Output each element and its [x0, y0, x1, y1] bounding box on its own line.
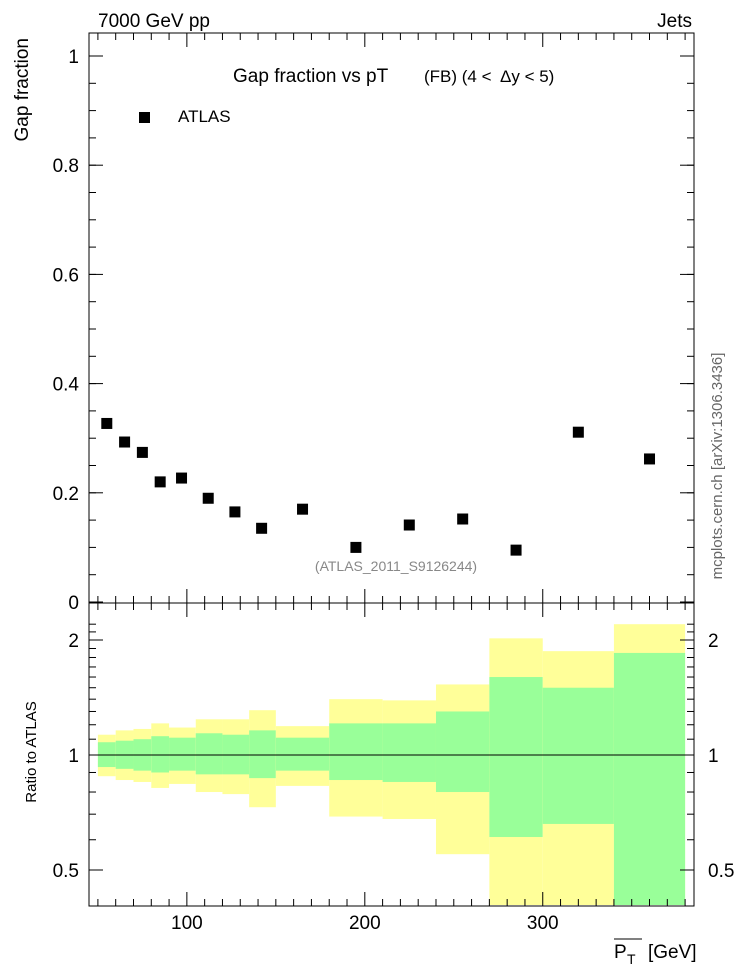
ratio-band-inner	[249, 730, 276, 779]
ratio-y-tick-label: 1	[68, 746, 79, 767]
header-left-label: 7000 GeV pp	[98, 11, 210, 32]
x-axis-label-subscript: T	[627, 951, 636, 967]
analysis-id: (ATLAS_2011_S9126244)	[315, 558, 477, 574]
chart-title-delta: Δy < 5)	[500, 67, 554, 86]
ratio-band-inner	[542, 687, 614, 824]
x-tick-label: 300	[527, 913, 559, 934]
ratio-y-tick-label: 0.5	[53, 861, 79, 882]
main-y-tick-label: 0.8	[53, 156, 79, 177]
ratio-band-inner	[382, 723, 436, 782]
main-y-axis-label: Gap fraction	[12, 38, 33, 142]
main-axis-ticks: 0 0.2 0.4 0.6 0.8 1	[53, 33, 694, 614]
ratio-y-tick-label-right: 0.5	[708, 861, 734, 882]
ratio-band-inner	[169, 737, 196, 771]
side-label: mcplots.cern.ch [arXiv:1306.3436]	[709, 353, 726, 580]
ratio-band-inner	[195, 733, 223, 775]
data-point	[154, 476, 166, 488]
data-point	[644, 453, 656, 465]
x-tick-label: 200	[349, 913, 381, 934]
x-axis-label-unit: [GeV]	[648, 942, 697, 963]
data-point	[119, 436, 131, 448]
data-point	[403, 519, 415, 531]
legend-marker-atlas	[139, 112, 150, 123]
main-y-tick-label: 0	[68, 593, 79, 614]
data-point	[176, 472, 188, 484]
ratio-bands	[97, 624, 686, 905]
legend-label-atlas: ATLAS	[178, 107, 231, 126]
main-y-tick-label: 0.2	[53, 484, 79, 505]
ratio-axis-ticks: 0.5 0.5 1 1 2 2 100 200 300	[53, 603, 734, 934]
header-right-label: Jets	[657, 11, 692, 32]
chart-title-main: Gap fraction vs pT	[233, 66, 389, 87]
data-points	[101, 417, 656, 556]
ratio-band-inner	[151, 736, 170, 773]
main-y-tick-label: 0.6	[53, 265, 79, 286]
ratio-y-tick-label-right: 1	[708, 746, 719, 767]
main-panel: 0 0.2 0.4 0.6 0.8 1	[53, 32, 695, 614]
x-tick-label: 100	[171, 913, 203, 934]
data-point	[229, 506, 241, 518]
ratio-y-axis-label: Ratio to ATLAS	[23, 701, 40, 802]
ratio-band-inner	[613, 652, 686, 905]
ratio-band-inner	[275, 737, 330, 771]
data-point	[457, 513, 469, 525]
data-point	[297, 503, 309, 515]
data-point	[101, 417, 113, 429]
data-point	[350, 541, 362, 553]
ratio-y-tick-label: 2	[68, 631, 79, 652]
ratio-band-inner	[435, 711, 490, 793]
ratio-panel: 0.5 0.5 1 1 2 2 100 200 300	[53, 602, 734, 934]
data-point	[572, 426, 584, 438]
x-axis-label-symbol: P	[614, 942, 627, 963]
chart-title-sub: (FB) (4 <	[424, 67, 492, 86]
ratio-band-inner	[489, 677, 543, 838]
data-point	[510, 544, 522, 556]
data-point	[202, 492, 214, 504]
data-point	[136, 446, 148, 458]
ratio-panel-frame	[88, 602, 695, 907]
main-y-tick-label: 0.4	[53, 375, 80, 396]
x-axis-label: P T [GeV]	[614, 938, 697, 967]
data-point	[256, 522, 268, 534]
main-y-tick-label: 1	[68, 47, 79, 68]
ratio-y-tick-label-right: 2	[708, 631, 719, 652]
ratio-band-inner	[329, 723, 383, 781]
